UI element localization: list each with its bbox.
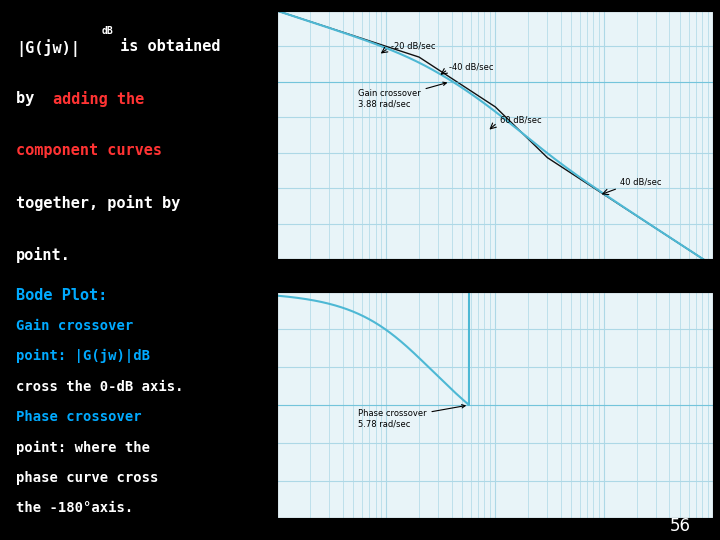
Y-axis label: ∠G(jω) (deg): ∠G(jω) (deg) [225, 373, 235, 437]
Text: Gain crossover
3.88 rad/sec: Gain crossover 3.88 rad/sec [358, 82, 446, 109]
Text: the -180°axis.: the -180°axis. [16, 502, 133, 516]
Text: 60 dB/sec: 60 dB/sec [500, 116, 541, 125]
Text: together, point by: together, point by [16, 195, 180, 211]
Text: Phase crossover: Phase crossover [16, 410, 141, 424]
Text: 40 dB/sec: 40 dB/sec [620, 178, 661, 187]
Text: dB: dB [102, 26, 113, 36]
X-axis label: ω (rad/sec): ω (rad/sec) [464, 288, 526, 298]
Y-axis label: |G(jω)| (dB): |G(jω)| (dB) [225, 107, 235, 163]
Text: |G(jw)|: |G(jw)| [16, 39, 80, 57]
Text: point: where the: point: where the [16, 441, 150, 455]
Text: Gain crossover: Gain crossover [16, 319, 133, 333]
Text: by: by [16, 91, 43, 106]
Text: Bode Plot:: Bode Plot: [16, 288, 107, 303]
Text: phase curve cross: phase curve cross [16, 471, 158, 485]
Text: 56: 56 [670, 517, 691, 535]
Text: cross the 0-dB axis.: cross the 0-dB axis. [16, 380, 184, 394]
Text: adding the: adding the [53, 91, 144, 107]
Text: Phase crossover
5.78 rad/sec: Phase crossover 5.78 rad/sec [358, 404, 465, 428]
Text: -20 dB/sec: -20 dB/sec [391, 41, 435, 50]
Text: component curves: component curves [16, 143, 162, 158]
Text: -40 dB/sec: -40 dB/sec [449, 62, 494, 71]
Text: point.: point. [16, 247, 71, 262]
Text: is obtained: is obtained [112, 39, 221, 54]
Text: point: |G(jw)|dB: point: |G(jw)|dB [16, 349, 150, 363]
